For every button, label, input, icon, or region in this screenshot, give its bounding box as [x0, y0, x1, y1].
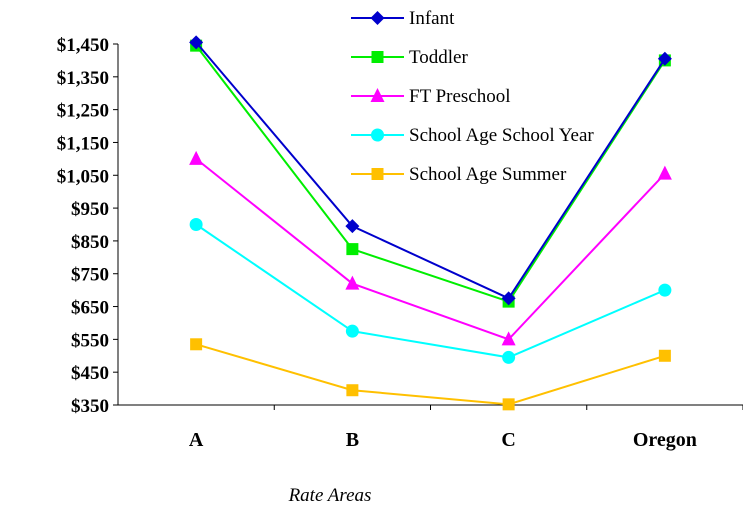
legend-entry-school-age-summer: School Age Summer: [351, 164, 567, 185]
data-point-school-age-summer: [346, 384, 359, 397]
data-point-ft-preschool: [657, 165, 672, 180]
legend-entry-school-age-school-year: School Age School Year: [351, 125, 594, 146]
y-tick-label: $950: [71, 199, 109, 220]
data-point-school-age-summer: [658, 349, 671, 362]
y-tick-label: $650: [71, 298, 109, 319]
x-tick-label: C: [501, 429, 515, 451]
data-point-infant: [189, 35, 204, 50]
data-point-school-age-school-year: [502, 350, 516, 364]
legend-marker: [370, 88, 385, 102]
data-point-school-age-summer: [502, 398, 515, 411]
data-point-ft-preschool: [189, 150, 204, 165]
legend-marker: [370, 11, 385, 25]
legend-marker: [371, 51, 384, 63]
data-point-school-age-school-year: [345, 324, 359, 338]
series-school-age-summer: [190, 338, 671, 411]
y-tick-label: $1,350: [57, 68, 109, 89]
series-school-age-school-year: [189, 218, 672, 364]
y-tick-label: $1,250: [57, 101, 109, 122]
data-point-ft-preschool: [345, 275, 360, 290]
y-tick-label: $1,050: [57, 166, 109, 187]
series-infant: [189, 35, 672, 306]
legend-label: FT Preschool: [409, 86, 511, 107]
data-point-infant: [345, 219, 360, 234]
axes: $1,450 $1,350 $1,250 $1,150 $1,050 $950 $850 $7…: [57, 35, 743, 451]
y-tick-label: $850: [71, 232, 109, 253]
y-tick-label: $1,150: [57, 133, 109, 154]
legend-marker: [371, 168, 384, 180]
legend-label: School Age School Year: [409, 125, 594, 146]
legend: Infant Toddler FT Preschool School Age Scho…: [351, 8, 594, 185]
x-tick-label: A: [189, 429, 204, 451]
series-line-ft-preschool: [195, 158, 666, 341]
legend-entry-infant: Infant: [351, 8, 455, 29]
series-line-school-age-school-year: [195, 223, 666, 359]
y-tick-label: $350: [71, 396, 109, 417]
legend-label: Infant: [409, 8, 455, 29]
data-point-ft-preschool: [501, 331, 516, 346]
series-line-infant: [195, 41, 666, 300]
data-point-school-age-summer: [190, 338, 203, 351]
series-layer: [189, 35, 672, 411]
y-tick-label: $1,450: [57, 35, 109, 56]
x-tick-label: B: [346, 429, 359, 451]
y-tick-label: $550: [71, 330, 109, 351]
y-tick-label: $750: [71, 265, 109, 286]
legend-label: School Age Summer: [409, 164, 567, 185]
data-point-infant: [501, 291, 516, 306]
data-point-school-age-school-year: [189, 218, 203, 231]
data-point-infant: [657, 51, 672, 66]
legend-label: Toddler: [409, 47, 468, 68]
x-tick-label: Oregon: [633, 429, 697, 451]
series-line-school-age-summer: [195, 343, 666, 406]
x-axis-label: Rate Areas: [288, 485, 372, 506]
series-ft-preschool: [189, 150, 672, 346]
legend-marker: [371, 128, 384, 142]
legend-entry-toddler: Toddler: [351, 47, 468, 68]
y-tick-label: $450: [71, 363, 109, 384]
legend-entry-ft-preschool: FT Preschool: [351, 86, 511, 107]
series-line-toddler: [195, 45, 666, 303]
data-point-toddler: [346, 243, 359, 256]
data-point-school-age-school-year: [658, 283, 672, 297]
